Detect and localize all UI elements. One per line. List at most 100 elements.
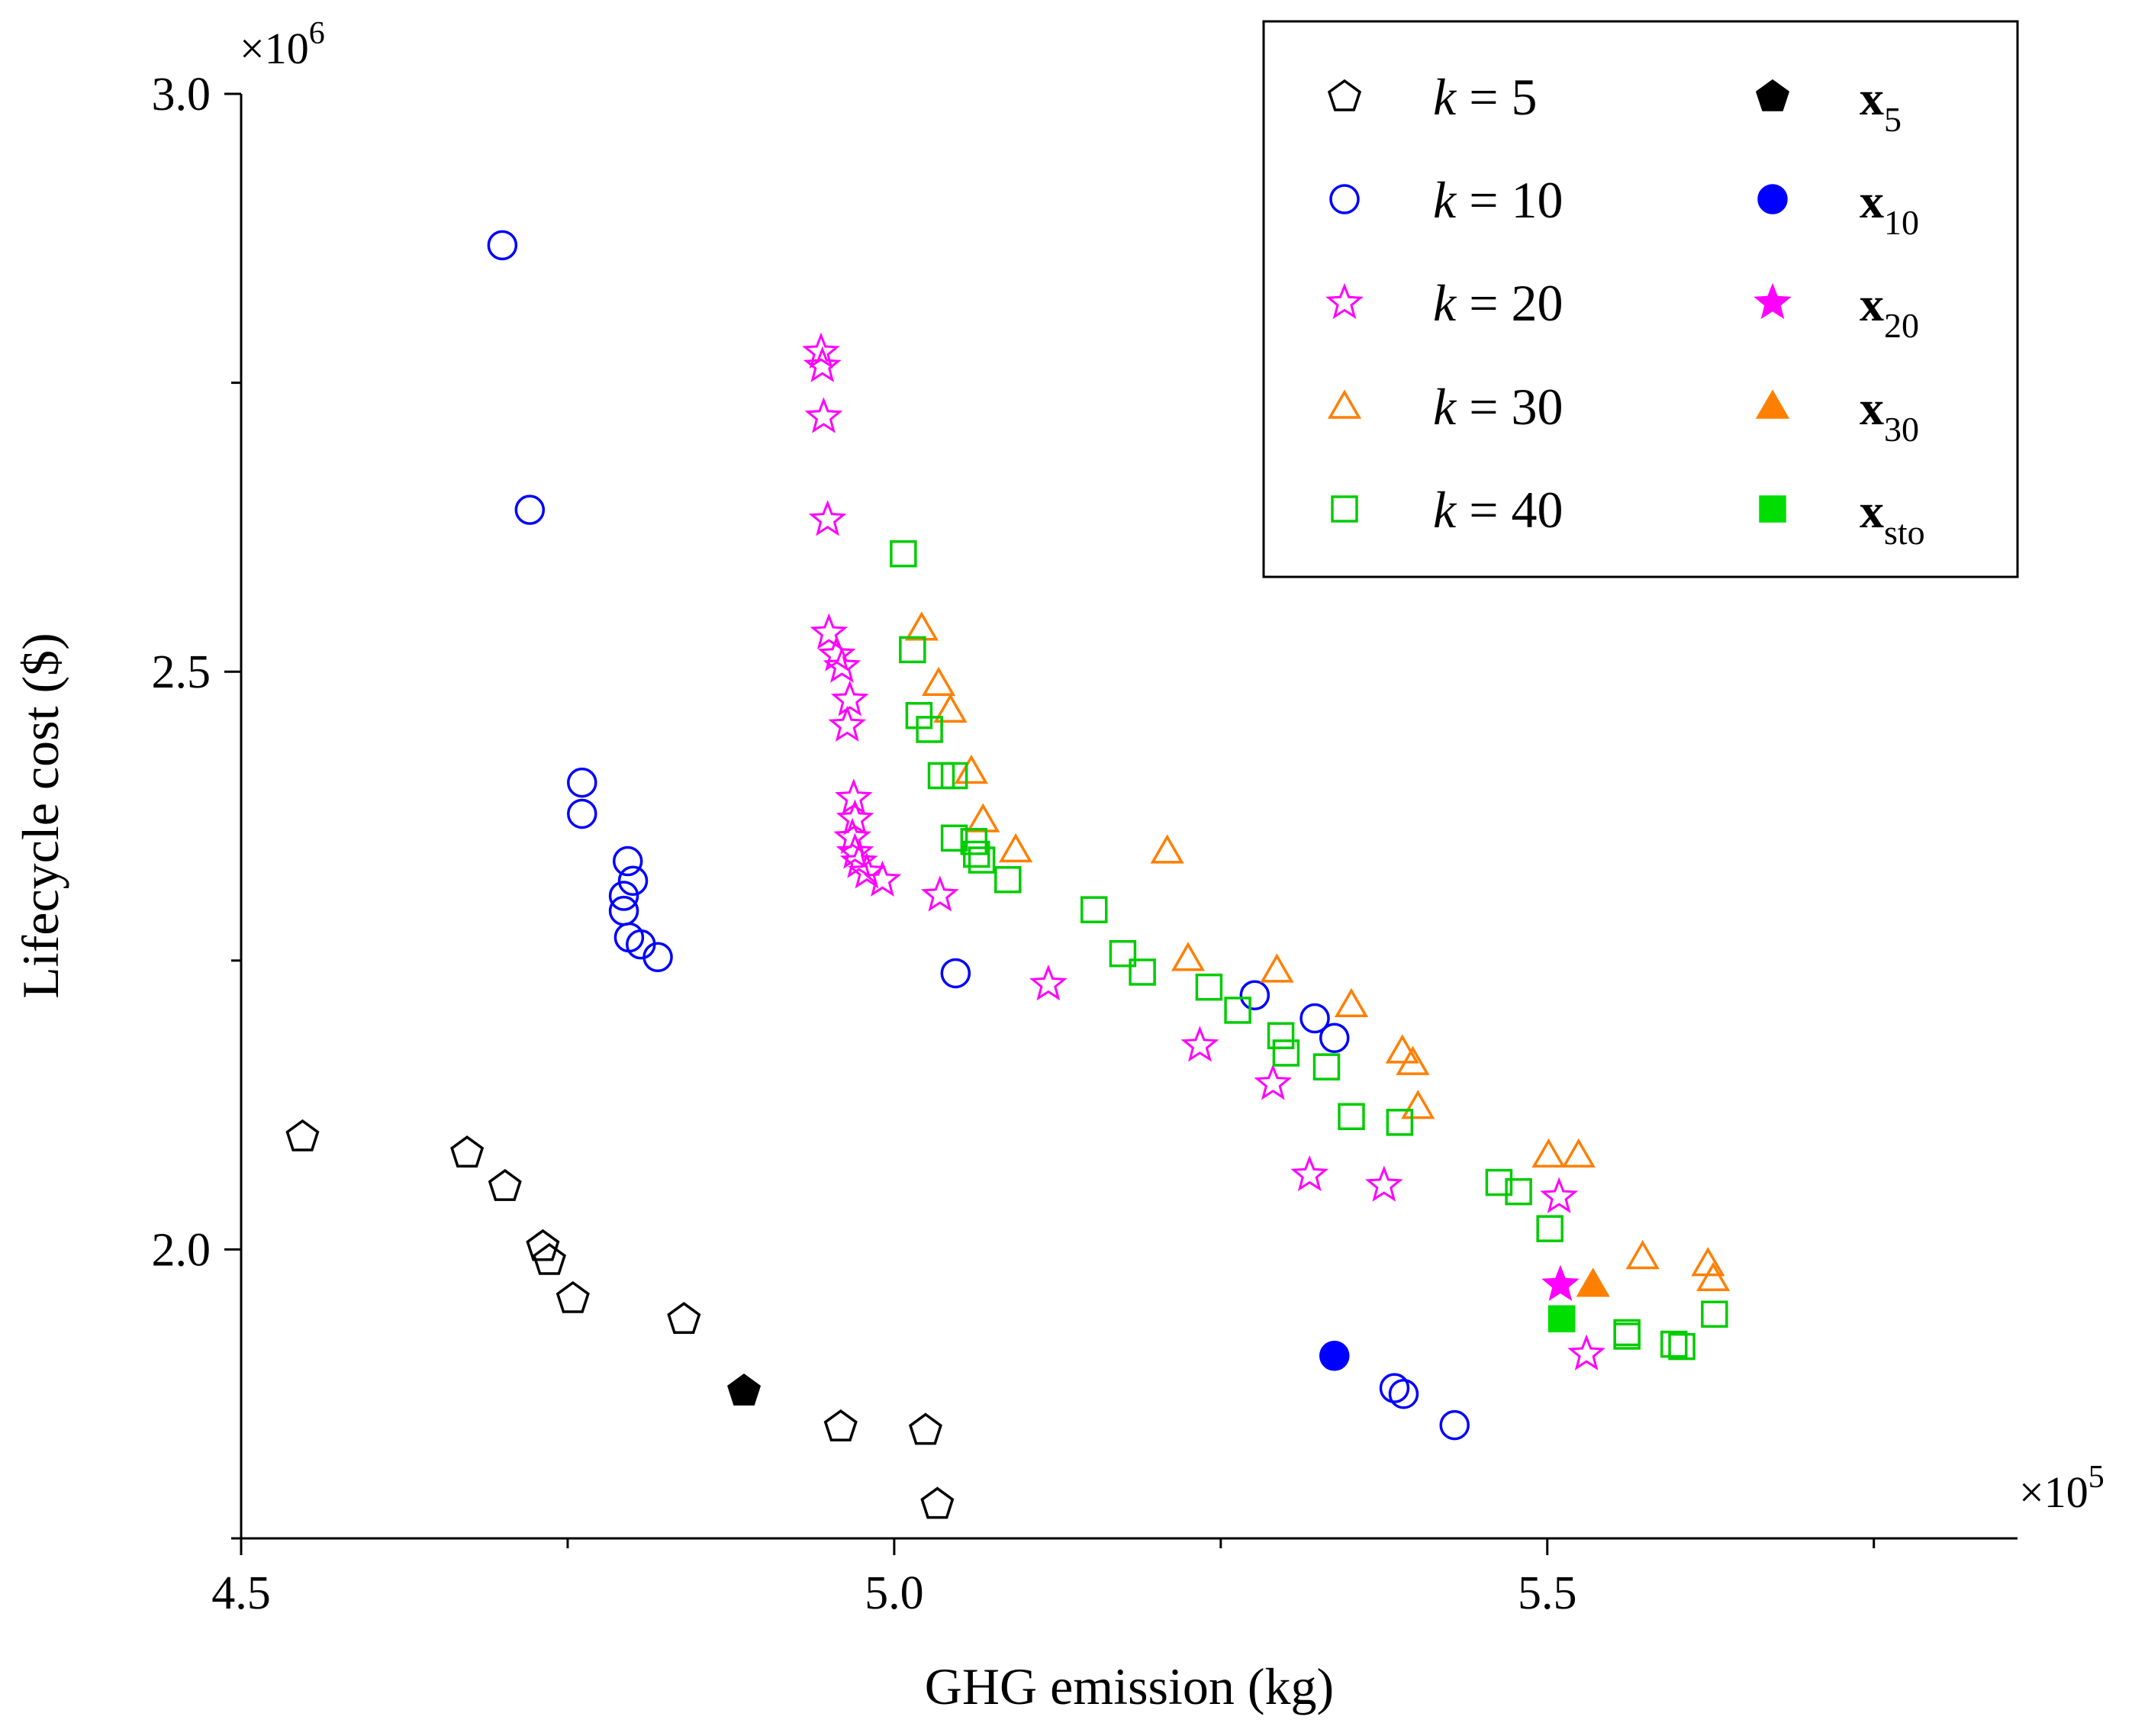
data-point [905,701,933,730]
ticks: 4.5 5.0 5.5 2.0 2.5 3.0 [152,69,1876,1619]
data-point [904,611,939,641]
legend-label-base: x [1860,277,1884,331]
legend-label: x20 [1860,277,1919,345]
data-point [1239,980,1270,1010]
series-k-20 [802,332,1605,1370]
legend-marker [1757,184,1788,214]
data-point [1561,1138,1596,1168]
x-multiplier-base: ×10 [2019,1467,2088,1517]
data-point [823,646,861,683]
data-point [940,958,971,989]
data-point [1334,987,1369,1018]
data-point [1385,1034,1419,1064]
legend-marker [1755,389,1790,419]
data-point [899,636,926,664]
legend-marker [1329,184,1360,214]
legend-label-var: k [1433,274,1457,332]
legend-marker [1331,495,1358,523]
series-x10 [1319,1340,1350,1371]
legend-label: xsto [1860,484,1925,552]
legend-label-sub: sto [1884,513,1925,552]
legend-label: k = 20 [1433,274,1563,332]
legend-marker [1754,282,1792,320]
data-point [532,1242,566,1275]
data-point [954,754,988,784]
data-point [940,762,968,790]
y-tick-label: 2.0 [152,1224,211,1276]
data-point [608,881,639,911]
data-point [1080,896,1108,923]
data-point [908,1412,942,1445]
series-k-10 [487,230,1470,1441]
data-point [916,716,943,743]
y-multiplier: ×106 [240,16,325,73]
axes [240,94,2018,1540]
data-point [1171,942,1206,971]
x-multiplier-exp: 5 [2088,1460,2105,1495]
data-point [1485,1168,1513,1197]
data-point [1625,1239,1660,1270]
legend-label-base: x [1860,484,1884,538]
data-point [1505,1177,1532,1206]
legend-box [1262,20,2019,578]
legend-label-value: = 20 [1456,274,1563,332]
data-point [567,798,597,829]
series-x20 [1541,1264,1580,1301]
x-tick-label: 4.5 [211,1567,271,1619]
y-axis-title: Lifecycle cost ($) [11,633,69,999]
legend-label: k = 30 [1433,378,1563,436]
data-point [1312,1053,1341,1081]
data-point [285,1119,320,1151]
highlight-point [727,1374,762,1406]
legend-label-var: k [1433,378,1457,436]
legend-marker [1759,495,1786,523]
data-point [1224,997,1251,1024]
data-point [920,875,959,912]
data-point [1531,1138,1566,1168]
legend-label: x30 [1860,381,1919,449]
legend-label-value: = 30 [1456,378,1563,436]
data-point [1660,1330,1688,1358]
legend-marker [1327,79,1362,111]
data-point [1696,1261,1731,1292]
data-point [1260,953,1294,983]
data-point [1386,1109,1414,1136]
data-point [1439,1409,1470,1441]
series-xsto [1547,1305,1576,1333]
data-point [994,866,1022,894]
legend-label-base: x [1860,381,1884,435]
data-point [966,803,1000,833]
data-point [1029,964,1068,1001]
x-multiplier: ×105 [2019,1460,2105,1517]
data-point [1536,1215,1563,1242]
legend-label: x5 [1860,71,1902,139]
data-point [1364,1165,1403,1202]
data-point [863,860,902,897]
legend-label: x10 [1860,174,1919,242]
data-point [617,865,649,897]
legend: k = 5k = 10k = 20k = 30k = 40x5x10x20x30… [1262,20,2019,578]
data-point [1613,1322,1641,1350]
data-point [804,397,843,433]
legend-label: k = 40 [1433,481,1563,539]
data-point [817,635,856,672]
data-point [1540,1177,1579,1213]
data-point [526,1229,560,1261]
highlight-point [1541,1264,1580,1301]
data-point [1180,1026,1219,1062]
x-tick-label: 5.0 [865,1567,924,1619]
y-tick-label: 2.5 [152,646,211,698]
data-point [1668,1332,1696,1361]
data-point [802,332,840,369]
legend-label-value: = 5 [1456,68,1537,126]
legend-label-var: k [1433,481,1457,539]
data-point [933,693,968,723]
data-point [642,942,673,973]
data-point [487,230,518,261]
legend-label: k = 5 [1433,68,1538,126]
data-point [808,500,847,536]
data-point [1396,1045,1430,1075]
data-point [514,494,546,525]
data-point [962,840,990,868]
